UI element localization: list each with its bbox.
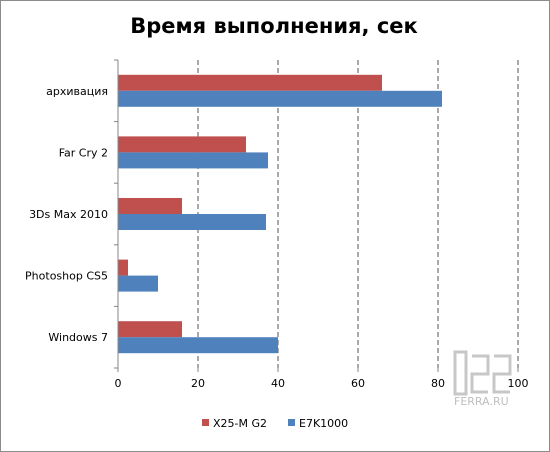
watermark-text: FERRA.RU — [454, 395, 509, 408]
category-label-2: 3Ds Max 2010 — [29, 208, 108, 221]
bar-e7k-2 — [118, 214, 266, 230]
bar-e7k-0 — [118, 90, 442, 107]
category-label-3: Photoshop CS5 — [25, 270, 108, 283]
legend-label-0: X25-M G2 — [213, 417, 267, 430]
bar-e7k-4 — [118, 337, 278, 354]
grid-lines — [197, 60, 519, 368]
x-tick-label-4: 80 — [431, 377, 445, 390]
category-labels: архивация Far Cry 2 3Ds Max 2010 Photoshop … — [25, 59, 118, 369]
category-label-1: Far Cry 2 — [59, 146, 108, 159]
ferra-logo: FERRA.RU — [453, 350, 512, 408]
legend-swatch-1 — [288, 419, 295, 426]
x-tick-label-2: 40 — [271, 377, 285, 390]
bar-x25m-3 — [118, 259, 128, 276]
bar-x25m-4 — [118, 321, 182, 338]
bars — [118, 74, 442, 354]
x-tick-label-1: 20 — [191, 377, 205, 390]
legend-swatch-0 — [202, 419, 209, 426]
category-label-0: архивация — [46, 85, 108, 98]
bar-e7k-3 — [118, 275, 158, 292]
x-tick-label-0: 0 — [115, 377, 122, 390]
legend: X25-M G2 E7K1000 — [202, 417, 348, 430]
legend-label-1: E7K1000 — [299, 417, 348, 430]
x-tick-label-3: 60 — [351, 377, 365, 390]
bar-e7k-1 — [118, 152, 268, 169]
x-tick-label-5: 100 — [508, 377, 529, 390]
bar-x25m-1 — [118, 136, 246, 153]
chart-title: Время выполнения, сек — [130, 14, 418, 38]
bar-x25m-2 — [118, 198, 182, 214]
bar-x25m-0 — [118, 74, 382, 91]
x-tick-labels: 0 20 40 60 80 100 — [115, 368, 529, 390]
category-label-4: Windows 7 — [48, 331, 108, 344]
